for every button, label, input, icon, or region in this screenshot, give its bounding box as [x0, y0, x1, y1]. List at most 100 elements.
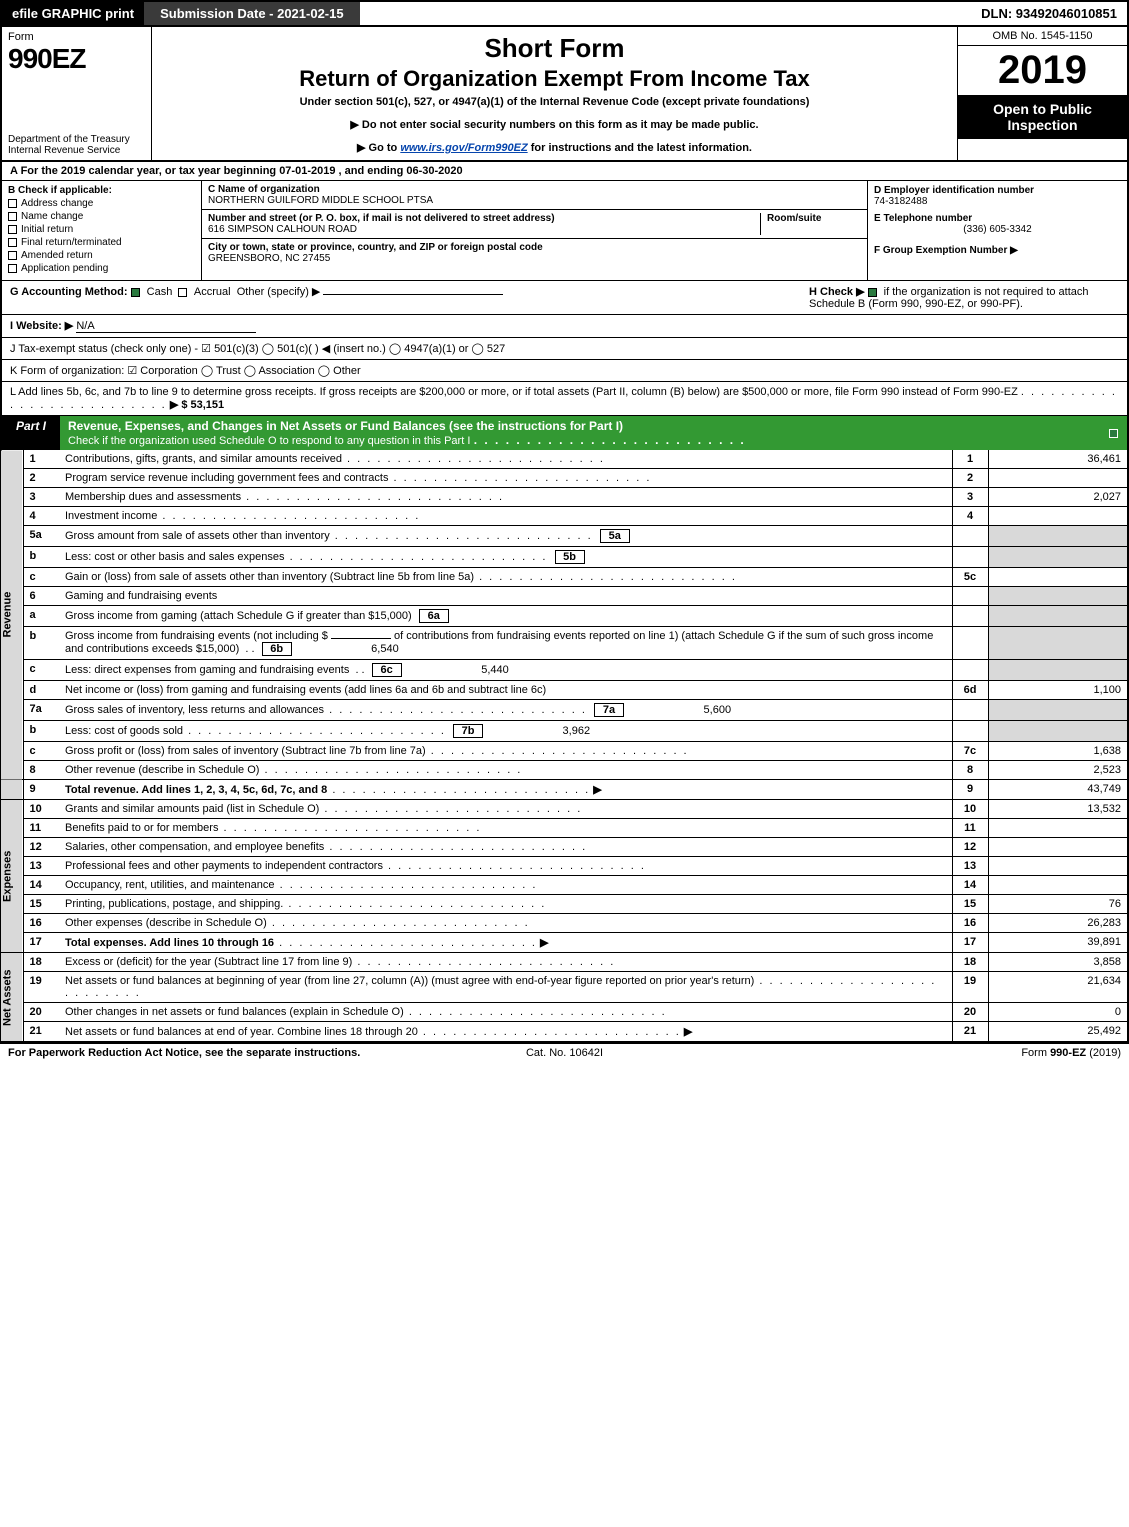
- row-j: J Tax-exempt status (check only one) - ☑…: [0, 338, 1129, 360]
- shaded-cell: [988, 526, 1128, 547]
- checkbox-accrual[interactable]: [178, 288, 187, 297]
- line-rnum: 20: [952, 1003, 988, 1022]
- line-num: b: [23, 627, 59, 660]
- line-desc: Other expenses (describe in Schedule O): [65, 917, 267, 929]
- line-num: 21: [23, 1022, 59, 1042]
- checkbox-address-change[interactable]: [8, 199, 17, 208]
- sidetab-blank: [1, 780, 23, 800]
- line-value: [988, 469, 1128, 488]
- line-num: 19: [23, 972, 59, 1003]
- line-desc-6b-1: Gross income from fundraising events (no…: [65, 630, 328, 642]
- line-rnum: 1: [952, 450, 988, 469]
- line-num: 16: [23, 914, 59, 933]
- arrow-icon: ▶: [684, 1026, 692, 1038]
- line-num: 1: [23, 450, 59, 469]
- line-desc: Net assets or fund balances at beginning…: [65, 975, 754, 987]
- line-desc: Total expenses. Add lines 10 through 16: [65, 937, 274, 949]
- shaded-cell: [988, 587, 1128, 606]
- line-num: 6: [23, 587, 59, 606]
- ein-value: 74-3182488: [874, 196, 1121, 207]
- shaded-cell: [988, 547, 1128, 568]
- org-info-box: B Check if applicable: Address change Na…: [0, 181, 1129, 281]
- contrib-amount-field[interactable]: [331, 638, 391, 639]
- line-value: [988, 507, 1128, 526]
- line-value: 36,461: [988, 450, 1128, 469]
- line-num: c: [23, 660, 59, 681]
- inner-box-value: 6,540: [299, 643, 399, 655]
- shaded-cell: [952, 587, 988, 606]
- line-num: 13: [23, 857, 59, 876]
- website-value: N/A: [76, 320, 256, 333]
- checkbox-application-pending[interactable]: [8, 264, 17, 273]
- line-num: c: [23, 742, 59, 761]
- part-1-table: Revenue 1 Contributions, gifts, grants, …: [0, 450, 1129, 1042]
- line-desc: Gaming and fundraising events: [65, 590, 217, 602]
- line-value: 26,283: [988, 914, 1128, 933]
- title-return: Return of Organization Exempt From Incom…: [162, 66, 947, 92]
- column-d: D Employer identification number 74-3182…: [867, 181, 1127, 280]
- inner-box-label: 5a: [600, 529, 630, 543]
- shaded-cell: [952, 627, 988, 660]
- page-footer: For Paperwork Reduction Act Notice, see …: [0, 1042, 1129, 1062]
- line-desc: Other revenue (describe in Schedule O): [65, 764, 259, 776]
- line-desc: Net assets or fund balances at end of ye…: [65, 1026, 418, 1038]
- line-desc: Gain or (loss) from sale of assets other…: [65, 571, 474, 583]
- part-1-header: Part I Revenue, Expenses, and Changes in…: [0, 416, 1129, 450]
- ein-label: D Employer identification number: [874, 185, 1121, 196]
- footer-form-num: 990-EZ: [1050, 1047, 1086, 1059]
- opt-accrual: Accrual: [194, 286, 231, 298]
- accounting-method-label: G Accounting Method:: [10, 286, 128, 298]
- row-g-h: G Accounting Method: Cash Accrual Other …: [0, 281, 1129, 315]
- line-num: 9: [23, 780, 59, 800]
- footer-left: For Paperwork Reduction Act Notice, see …: [8, 1047, 379, 1059]
- line-rnum: 6d: [952, 681, 988, 700]
- line-rnum: 15: [952, 895, 988, 914]
- shaded-cell: [952, 700, 988, 721]
- line-num: 12: [23, 838, 59, 857]
- line-desc: Printing, publications, postage, and shi…: [65, 898, 283, 910]
- checkbox-name-change[interactable]: [8, 212, 17, 221]
- line-value: 21,634: [988, 972, 1128, 1003]
- line-value: 1,100: [988, 681, 1128, 700]
- line-desc: Grants and similar amounts paid (list in…: [65, 803, 319, 815]
- goto-line: ▶ Go to www.irs.gov/Form990EZ for instru…: [162, 141, 947, 154]
- opt-final-return: Final return/terminated: [21, 237, 122, 248]
- checkbox-schedule-o[interactable]: [1109, 429, 1118, 438]
- shaded-cell: [988, 721, 1128, 742]
- line-num: 4: [23, 507, 59, 526]
- line-num: 8: [23, 761, 59, 780]
- line-desc: Salaries, other compensation, and employ…: [65, 841, 324, 853]
- line-desc: Occupancy, rent, utilities, and maintena…: [65, 879, 275, 891]
- inner-box-label: 6a: [419, 609, 449, 623]
- checkbox-initial-return[interactable]: [8, 225, 17, 234]
- line-desc: Gross sales of inventory, less returns a…: [65, 704, 324, 716]
- header-center: Short Form Return of Organization Exempt…: [152, 27, 957, 160]
- shaded-cell: [952, 721, 988, 742]
- line-rnum: 14: [952, 876, 988, 895]
- goto-post: for instructions and the latest informat…: [531, 142, 752, 154]
- tax-year: 2019: [958, 46, 1127, 95]
- tax-exempt-status: J Tax-exempt status (check only one) - ☑…: [10, 342, 1119, 355]
- line-rnum: 19: [952, 972, 988, 1003]
- other-specify-field[interactable]: [323, 294, 503, 295]
- line-num: 10: [23, 800, 59, 819]
- line-rnum: 17: [952, 933, 988, 953]
- checkbox-final-return[interactable]: [8, 238, 17, 247]
- line-desc: Membership dues and assessments: [65, 491, 241, 503]
- line-desc: Gross amount from sale of assets other t…: [65, 530, 330, 542]
- goto-link[interactable]: www.irs.gov/Form990EZ: [400, 142, 527, 154]
- footer-cat-no: Cat. No. 10642I: [379, 1047, 750, 1059]
- shaded-cell: [988, 627, 1128, 660]
- line-rnum: 10: [952, 800, 988, 819]
- h-label: H Check ▶: [809, 286, 865, 298]
- checkbox-amended-return[interactable]: [8, 251, 17, 260]
- checkbox-cash[interactable]: [131, 288, 140, 297]
- checkbox-h[interactable]: [868, 288, 877, 297]
- city-label: City or town, state or province, country…: [208, 242, 861, 253]
- line-num: b: [23, 721, 59, 742]
- line-desc: Professional fees and other payments to …: [65, 860, 383, 872]
- line-rnum: 5c: [952, 568, 988, 587]
- street-label: Number and street (or P. O. box, if mail…: [208, 213, 754, 224]
- efile-label[interactable]: efile GRAPHIC print: [2, 2, 144, 25]
- city-value: GREENSBORO, NC 27455: [208, 253, 861, 264]
